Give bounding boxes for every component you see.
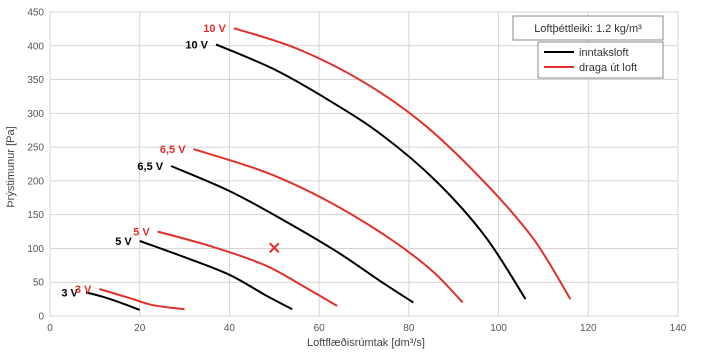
marker [269,242,280,253]
curve-label: 3 V [75,284,92,296]
curve-label: 6,5 V [160,144,186,156]
curve-label: 6,5 V [137,161,163,173]
x-marker-stroke [269,242,280,253]
y-axis-label: Þrýstimunur [Pa] [5,126,17,207]
x-tick-label: 60 [314,323,326,334]
series-line [139,240,293,311]
x-axis-label: Loftflæðisrúmtak [dm³/s] [307,337,425,349]
x-tick-label: 100 [490,323,507,334]
curves [85,27,572,311]
series-line [215,43,527,300]
x-tick-label: 120 [580,323,597,334]
curve-label: 10 V [203,23,226,35]
x-tick-label: 20 [134,323,146,334]
series-line [85,291,141,311]
legend-label-inntaksloft: inntaksloft [579,47,629,59]
series-line [99,288,185,311]
curve-labels: 3 V 5 V 6,5 V 10 V 3 V 5 V 6,5 V 10 V [61,23,226,299]
x-tick-label: 40 [224,323,236,334]
axes: 0 20 40 60 80 100 120 140 0 50 100 150 200 250 300 350 4… [27,8,686,335]
density-text: Loftþéttleiki: 1.2 kg/m³ [534,23,642,35]
curve-label: 5 V [133,227,150,239]
y-tick-label: 100 [27,244,44,255]
series-line [157,230,338,307]
legend-label-draga-ut-loft: draga út loft [579,62,637,74]
curve-label: 5 V [115,236,132,248]
density-box: Loftþéttleiki: 1.2 kg/m³ [512,15,664,41]
x-tick-label: 0 [47,323,53,334]
y-tick-label: 200 [27,176,44,187]
y-tick-label: 300 [27,109,44,120]
y-tick-label: 50 [33,278,45,289]
curve-label: 3 V [61,287,78,299]
curve-label: 10 V [185,39,208,51]
y-tick-label: 450 [27,8,44,19]
grid [49,11,679,317]
y-tick-label: 150 [27,210,44,221]
y-tick-label: 400 [27,41,44,52]
x-tick-label: 140 [670,323,687,334]
y-tick-label: 250 [27,143,44,154]
legend: inntaksloft draga út loft [537,41,664,79]
y-tick-label: 350 [27,75,44,86]
series-line [233,27,572,300]
y-tick-label: 0 [38,312,44,323]
series-line [193,148,464,304]
series-line [170,165,414,304]
x-tick-label: 80 [403,323,415,334]
